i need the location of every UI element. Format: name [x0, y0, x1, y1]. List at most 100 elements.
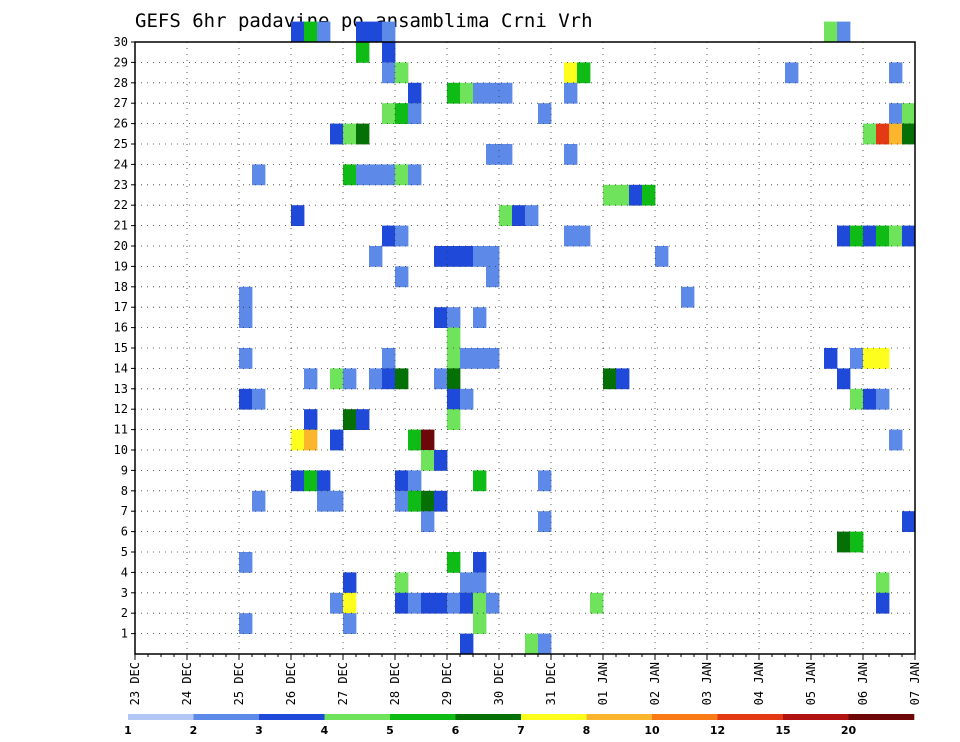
- x-tick-label: 24 DEC: [180, 662, 194, 705]
- heatmap-cell: [343, 164, 357, 186]
- heatmap-cell: [460, 246, 474, 267]
- heatmap-cell: [629, 184, 643, 206]
- x-tick-label: 28 DEC: [388, 662, 402, 705]
- x-tick-label: 31 DEC: [544, 662, 558, 705]
- heatmap-cell: [356, 164, 370, 186]
- chart-title: GEFS 6hr padavine po ansamblima Crni Vrh: [135, 10, 593, 32]
- heatmap-cell: [499, 82, 513, 104]
- heatmap-cell: [538, 633, 552, 655]
- y-tick-label: 30: [114, 35, 128, 49]
- colorbar-label: 10: [644, 724, 660, 737]
- heatmap-cell: [564, 62, 578, 84]
- heatmap-cell: [395, 266, 409, 288]
- heatmap-cell: [382, 164, 396, 186]
- heatmap-cell: [538, 511, 552, 532]
- x-tick-label: 06 JAN: [856, 662, 870, 705]
- heatmap-cell: [304, 429, 318, 451]
- y-tick-label: 25: [114, 137, 128, 151]
- x-axis-ticks: 23 DEC 24 DEC 25 DEC 26 DEC 27 DEC 28 DEC 29 D…: [128, 654, 922, 705]
- heatmap-cell: [434, 592, 448, 614]
- heatmap-cell: [239, 388, 253, 410]
- heatmap-cell: [577, 225, 591, 247]
- heatmap-cell: [304, 470, 318, 492]
- heatmap-cell: [603, 368, 617, 390]
- heatmap-cell: [395, 490, 409, 512]
- heatmap-cell: [577, 62, 591, 84]
- x-tick-label: 26 DEC: [284, 662, 298, 705]
- heatmap-cell: [382, 21, 396, 43]
- heatmap-cell: [252, 388, 266, 410]
- y-tick-label: 23: [114, 178, 128, 192]
- heatmap-cell: [473, 613, 487, 634]
- colorbar-segment: [390, 714, 456, 720]
- colorbar-segment: [521, 714, 587, 720]
- heatmap-cell: [343, 592, 357, 614]
- heatmap-cell: [473, 470, 487, 492]
- colorbar-segment: [848, 714, 915, 720]
- heatmap-cell: [902, 123, 916, 145]
- heatmap-cell: [525, 633, 539, 655]
- colorbar-label: 3: [255, 724, 263, 737]
- heatmap-cell: [369, 368, 383, 390]
- heatmap-cell: [460, 388, 474, 410]
- heatmap-cell: [239, 286, 253, 308]
- heatmap-cell: [603, 184, 617, 206]
- heatmap-cell: [434, 450, 448, 471]
- heatmap-cell: [408, 429, 422, 451]
- y-tick-label: 19: [114, 259, 128, 273]
- heatmap-cell: [889, 123, 903, 145]
- heatmap-cell: [369, 246, 383, 267]
- heatmap-cell: [876, 348, 890, 369]
- heatmap-cell: [447, 327, 461, 349]
- y-tick-label: 21: [114, 219, 128, 233]
- heatmap-cell: [564, 82, 578, 104]
- heatmap-cell: [382, 225, 396, 247]
- heatmap-cell: [421, 592, 435, 614]
- heatmap-cell: [304, 409, 318, 430]
- colorbar-label: 5: [386, 724, 394, 737]
- colorbar-label: 1: [124, 724, 132, 737]
- heatmap-cell: [343, 613, 357, 634]
- heatmap-cell: [395, 225, 409, 247]
- heatmap-cell: [343, 123, 357, 145]
- heatmap-cell: [837, 368, 851, 390]
- heatmap-cell: [460, 348, 474, 369]
- heatmap-cell: [473, 246, 487, 267]
- heatmap-cell: [863, 225, 877, 247]
- heatmap-cell: [486, 592, 500, 614]
- x-tick-label: 29 DEC: [440, 662, 454, 705]
- heatmap-cell: [408, 164, 422, 186]
- heatmap-cell: [447, 307, 461, 328]
- heatmap-cell: [473, 307, 487, 328]
- y-tick-label: 4: [121, 565, 128, 579]
- heatmap-cell: [863, 388, 877, 410]
- heatmap-cell: [408, 82, 422, 104]
- colorbar-segment: [586, 714, 653, 720]
- heatmap-cell: [499, 205, 513, 226]
- heatmap-cell: [408, 490, 422, 512]
- heatmap-cell: [616, 184, 630, 206]
- heatmap-cell: [330, 490, 344, 512]
- heatmap-cell: [876, 388, 890, 410]
- heatmap-cell: [291, 470, 305, 492]
- y-tick-label: 7: [121, 504, 128, 518]
- heatmap-cell: [473, 348, 487, 369]
- heatmap-cell: [421, 511, 435, 532]
- heatmap-cell: [382, 42, 396, 63]
- heatmap-cell: [291, 429, 305, 451]
- y-tick-label: 27: [114, 96, 128, 110]
- colorbar-segment: [259, 714, 325, 720]
- y-tick-label: 29: [114, 55, 128, 69]
- heatmap-cell: [447, 348, 461, 369]
- heatmap-cell: [850, 348, 864, 369]
- heatmap-cell: [408, 592, 422, 614]
- heatmap-cells: [239, 21, 916, 655]
- heatmap-cell: [486, 246, 500, 267]
- heatmap-cell: [408, 470, 422, 492]
- x-tick-label: 02 JAN: [648, 662, 662, 705]
- colorbar-segment: [128, 714, 194, 720]
- heatmap-cell: [421, 490, 435, 512]
- y-tick-label: 8: [121, 484, 128, 498]
- colorbar-label: 12: [710, 724, 725, 737]
